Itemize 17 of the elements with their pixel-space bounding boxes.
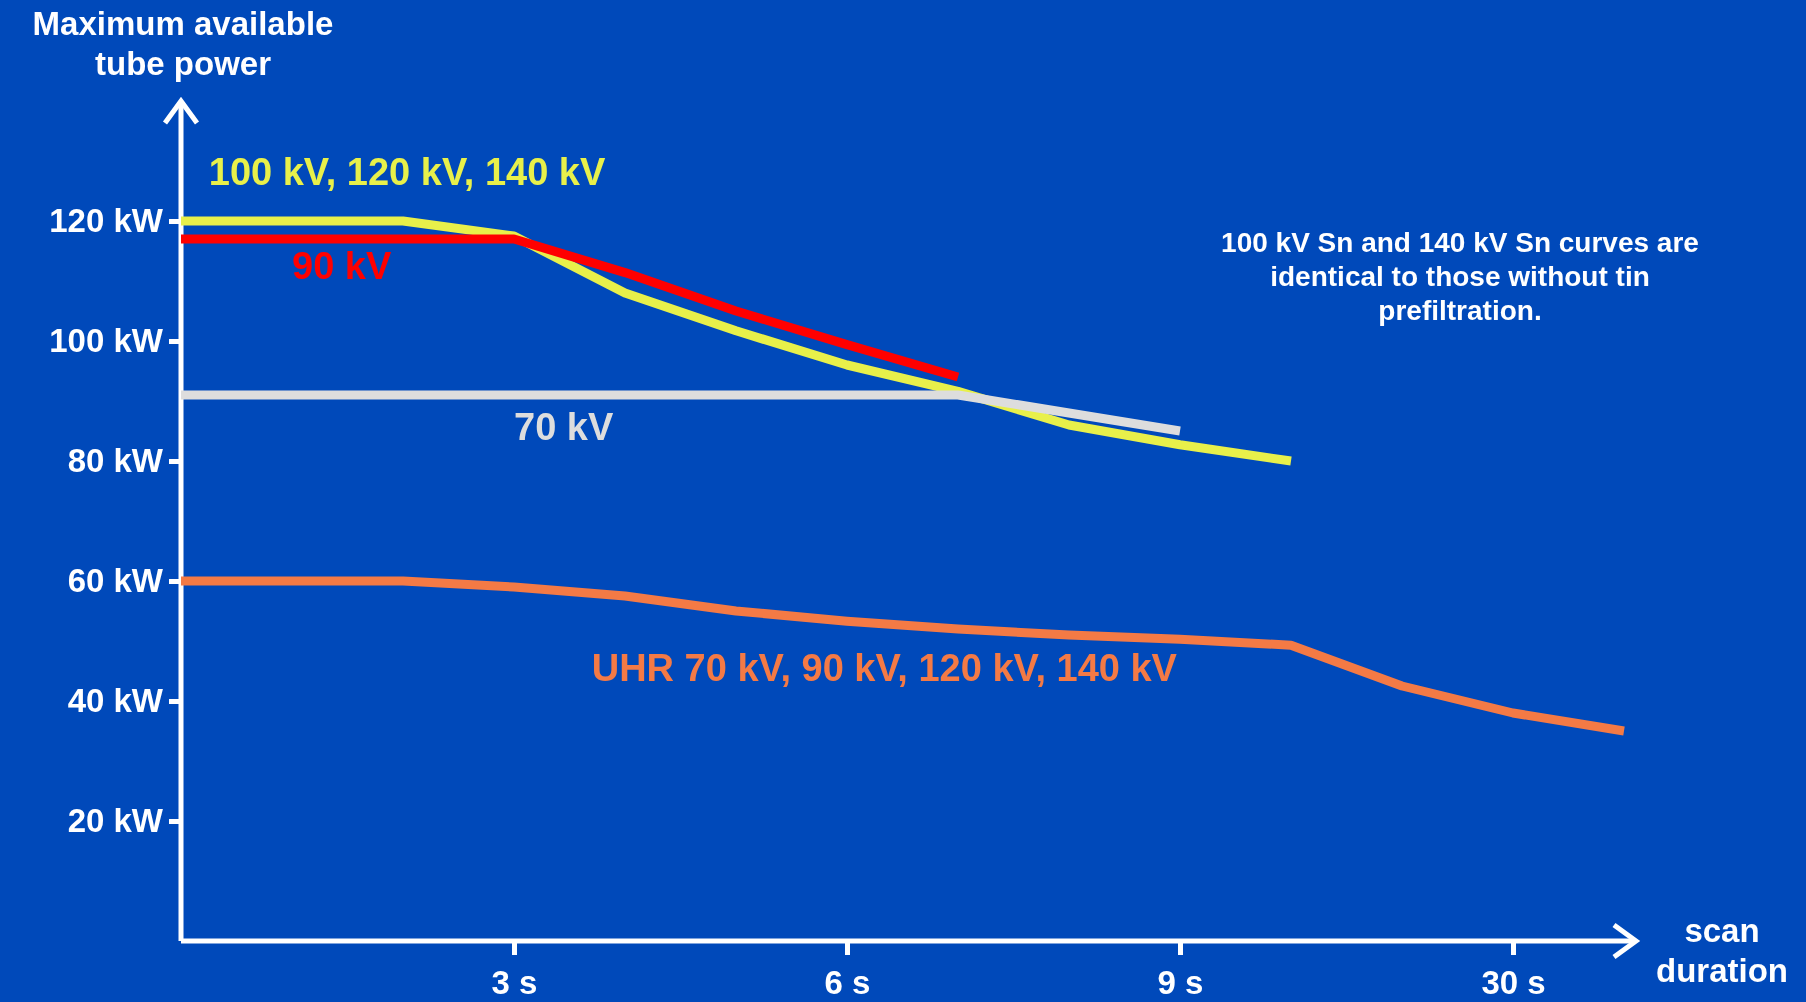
y-tick-label: 40 kW [67,682,164,720]
y-tick-label: 120 kW [49,202,164,240]
annotation: 100 kV Sn and 140 kV Sn curves are identical to those without tin prefiltration. [1221,227,1699,326]
series-label: 70 kV [514,406,614,448]
series-label: UHR 70 kV, 90 kV, 120 kV, 140 kV [591,647,1178,689]
y-axis-title: Maximum available tube power [32,5,334,82]
x-tick-label: 6 s [824,964,871,1002]
y-tick-label: 80 kW [67,442,164,480]
series-label: 90 kV [292,245,392,287]
series-label: 100 kV, 120 kV, 140 kV [208,151,606,193]
x-axis-title: scan duration [1656,912,1788,989]
x-tick-label: 3 s [491,964,538,1002]
x-tick-label: 9 s [1157,964,1204,1002]
x-tick-label: 30 s [1481,964,1546,1002]
y-tick-label: 60 kW [67,562,164,600]
y-tick-label: 100 kW [49,322,164,360]
y-tick-label: 20 kW [67,802,164,840]
